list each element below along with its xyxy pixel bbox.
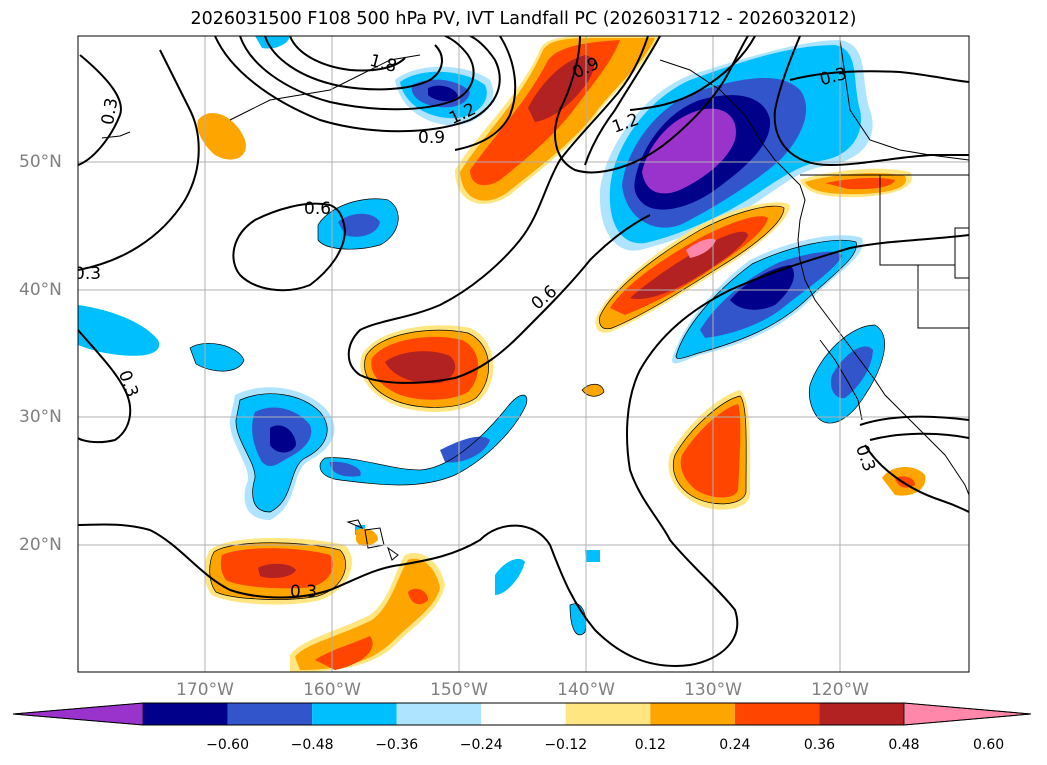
lon-label-160w: 160°W [303, 680, 361, 700]
colorbar-segment [650, 703, 735, 725]
colorbar-tick-label: 0.60 [972, 737, 1005, 753]
shade-blob-south-orange [290, 553, 445, 672]
contour-label: 0.9 [418, 128, 445, 148]
shade-blob-west-edge [78, 305, 160, 356]
colorbar-segment [312, 703, 397, 725]
coastlines [101, 39, 969, 561]
colorbar-tick-label: −0.36 [375, 737, 419, 753]
colorbar-segment [819, 703, 904, 725]
shade-blob-coast-orange [800, 168, 912, 198]
colorbar-segment [481, 703, 566, 725]
shade-blob-small-blue-4 [585, 550, 600, 562]
contour-label: 0.6 [304, 199, 331, 219]
lon-label-130w: 130°W [684, 680, 742, 700]
shade-blob-southwest-blue [229, 387, 335, 520]
colorbar-segment [227, 703, 313, 725]
colorbar-segment [143, 703, 228, 725]
colorbar-tick-label: −0.24 [459, 737, 503, 753]
colorbar-tick-label: −0.48 [290, 737, 334, 753]
colorbar-segment [734, 703, 820, 725]
shade-blob-top-blue [255, 36, 290, 49]
colorbar-tick-label: 0.24 [719, 737, 751, 753]
shading-outlines [189, 198, 885, 636]
colorbar-tick-label: 0.48 [888, 737, 920, 753]
shade-blob-south-red [668, 390, 751, 510]
shade-blob-northeast-purple [599, 40, 873, 251]
lat-label-30n: 30°N [19, 407, 62, 427]
lat-label-20n: 20°N [19, 535, 62, 555]
lon-label-170w: 170°W [176, 680, 234, 700]
contour-label: 0.3 [98, 96, 122, 126]
shade-blob-coastal-blue [672, 235, 863, 364]
colorbar-extend-high [903, 702, 1032, 726]
pv-contours [78, 36, 969, 667]
colorbar-tick-label: −0.12 [544, 737, 588, 753]
lon-label-120w: 120°W [811, 680, 869, 700]
shade-blob-small-blue-2 [495, 558, 525, 595]
lon-label-140w: 140°W [557, 680, 615, 700]
map-frame [77, 35, 970, 673]
lon-label-150w: 150°W [430, 680, 488, 700]
lat-label-40n: 40°N [19, 280, 62, 300]
shade-blob-hawaii-red [204, 538, 352, 605]
shade-blob-orange-nw [197, 112, 246, 160]
shade-blob-baja-blue [809, 325, 885, 424]
contour-label: 0.3 [290, 582, 317, 602]
colorbar-tick-label: 0.12 [634, 737, 666, 753]
colorbar-frame [12, 702, 1032, 726]
gridlines [78, 36, 969, 672]
colorbar-tick-label: 0.36 [803, 737, 836, 753]
colorbar-segment [565, 703, 651, 725]
colorbar-segment [396, 703, 482, 725]
colorbar-segments [12, 702, 1032, 726]
colorbar [12, 702, 1032, 726]
map-title: 2026031500 F108 500 hPa PV, IVT Landfall… [190, 9, 857, 29]
colorbar-extend-low [12, 702, 144, 726]
shade-blob-small-blue [190, 343, 244, 372]
lat-label-50n: 50°N [19, 152, 62, 172]
colorbar-tick-label: −0.60 [206, 737, 249, 753]
shade-blob-central-red [360, 325, 494, 412]
contour-label: 0.3 [74, 264, 101, 284]
